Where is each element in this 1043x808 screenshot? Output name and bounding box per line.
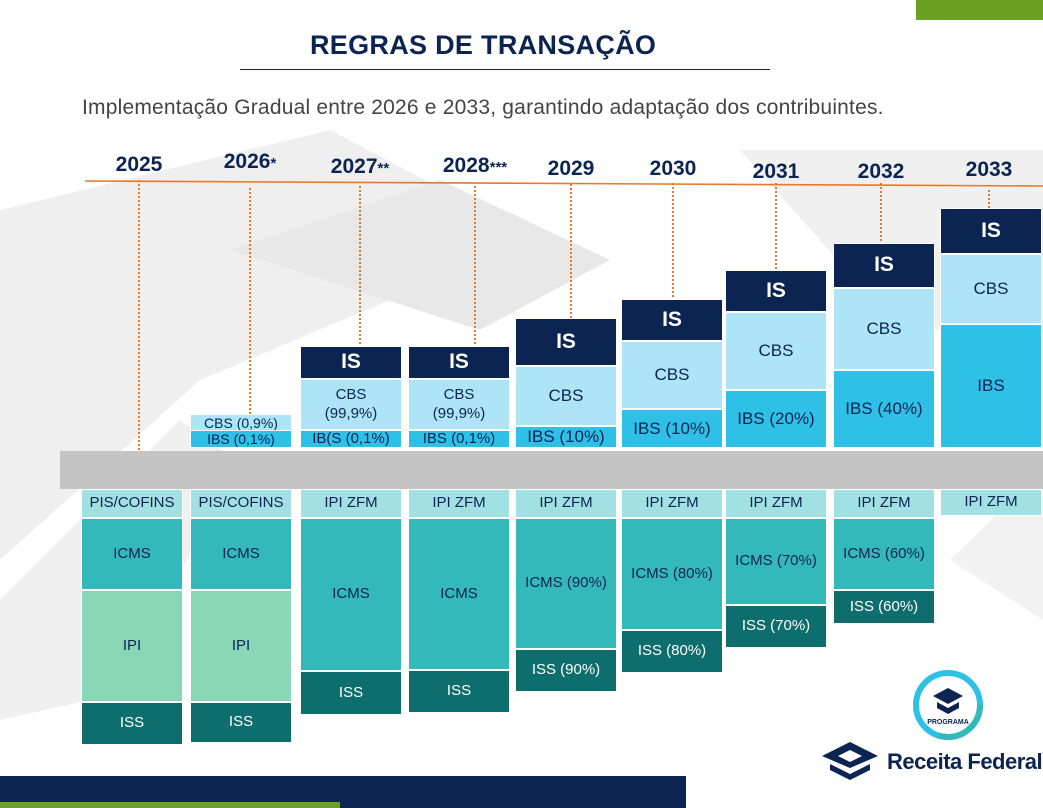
receita-federal-emblem — [822, 742, 878, 780]
timeline-axis-line — [84, 180, 1043, 187]
year-label-2027: 2027** — [331, 155, 389, 179]
program-logo: PROGRAMA — [913, 670, 983, 740]
block-pis-2025: PIS/COFINS — [81, 489, 183, 518]
block-cbs-2031: CBS — [725, 312, 827, 390]
block-is-2029: IS — [515, 318, 617, 366]
year-value: 2030 — [649, 157, 697, 180]
year-footnote-marker: * — [270, 155, 277, 172]
block-ipi-2025: IPI — [81, 590, 183, 702]
block-ibs-2027: IB(S (0,1%) — [300, 430, 402, 448]
block-ibs-2026: IBS (0,1%) — [190, 430, 292, 448]
timeline-divider-band — [60, 451, 1043, 489]
year-footnote-marker: ** — [377, 160, 390, 177]
block-is-2028: IS — [408, 346, 510, 379]
year-value: 2027 — [330, 155, 378, 178]
block-iss-2031: ISS (70%) — [725, 605, 827, 648]
year-value: 2026 — [223, 150, 271, 173]
block-is-2033: IS — [940, 208, 1042, 254]
footer-green-bar — [0, 802, 340, 808]
block-is-2030: IS — [621, 299, 723, 341]
block-ipi-2026: IPI — [190, 590, 292, 702]
block-cbs-2033: CBS — [940, 254, 1042, 324]
brand-name: Receita Federal — [887, 749, 1043, 774]
year-value: 2029 — [547, 157, 595, 180]
block-pis-2026: PIS/COFINS — [190, 489, 292, 518]
block-cbs-2030: CBS — [621, 341, 723, 409]
year-value: 2031 — [752, 160, 800, 183]
block-iss-2026: ISS — [190, 702, 292, 743]
block-cbs-2028: CBS (99,9%) — [408, 379, 510, 430]
block-ibs-2033: IBS — [940, 324, 1042, 448]
year-value: 2033 — [965, 158, 1013, 181]
block-iss-2025: ISS — [81, 702, 183, 745]
year-value: 2028 — [442, 154, 490, 177]
page-subtitle: Implementação Gradual entre 2026 e 2033,… — [82, 96, 884, 119]
block-ipizfm-2029: IPI ZFM — [515, 489, 617, 518]
block-icms-2028: ICMS — [408, 518, 510, 670]
block-ibs-2029: IBS (10%) — [515, 426, 617, 448]
year-label-2033: 2033 — [966, 158, 1013, 182]
block-ibs-2032: IBS (40%) — [833, 370, 935, 448]
block-icms-2027: ICMS — [300, 518, 402, 671]
year-label-2026: 2026* — [224, 150, 277, 174]
block-iss-2032: ISS (60%) — [833, 590, 935, 624]
block-ipizfm-2028: IPI ZFM — [408, 489, 510, 518]
block-iss-2029: ISS (90%) — [515, 649, 617, 692]
year-label-2032: 2032 — [858, 160, 905, 184]
year-label-2031: 2031 — [753, 160, 800, 184]
block-icms-2032: ICMS (60%) — [833, 518, 935, 590]
year-label-2025: 2025 — [116, 153, 163, 177]
block-cbs-2026: CBS (0,9%) — [190, 414, 292, 431]
block-ipizfm-2032: IPI ZFM — [833, 489, 935, 518]
block-iss-2028: ISS — [408, 670, 510, 713]
block-icms-2025: ICMS — [81, 518, 183, 590]
year-label-2029: 2029 — [548, 157, 595, 181]
block-ipizfm-2031: IPI ZFM — [725, 489, 827, 518]
block-ibs-2030: IBS (10%) — [621, 409, 723, 448]
block-is-2027: IS — [300, 346, 402, 379]
block-ipizfm-2033: IPI ZFM — [940, 489, 1042, 516]
block-iss-2030: ISS (80%) — [621, 630, 723, 673]
year-label-2030: 2030 — [650, 157, 697, 181]
block-ibs-2031: IBS (20%) — [725, 390, 827, 448]
block-cbs-2032: CBS — [833, 288, 935, 370]
block-cbs-2029: CBS — [515, 366, 617, 426]
year-value: 2025 — [115, 153, 163, 176]
title-underline — [240, 69, 770, 70]
block-is-2032: IS — [833, 243, 935, 288]
year-footnote-marker: *** — [489, 159, 508, 176]
block-ipizfm-2030: IPI ZFM — [621, 489, 723, 518]
block-icms-2031: ICMS (70%) — [725, 518, 827, 605]
page-title: REGRAS DE TRANSAÇÃO — [310, 30, 657, 60]
block-icms-2029: ICMS (90%) — [515, 518, 617, 649]
year-label-2028: 2028*** — [443, 154, 507, 178]
block-icms-2030: ICMS (80%) — [621, 518, 723, 630]
green-corner-accent — [916, 0, 1043, 20]
block-cbs-2027: CBS (99,9%) — [300, 379, 402, 430]
svg-text:PROGRAMA: PROGRAMA — [927, 719, 969, 726]
block-icms-2026: ICMS — [190, 518, 292, 590]
block-ipizfm-2027: IPI ZFM — [300, 489, 402, 518]
block-is-2031: IS — [725, 270, 827, 312]
block-iss-2027: ISS — [300, 671, 402, 715]
year-value: 2032 — [857, 160, 905, 183]
block-ibs-2028: IBS (0,1%) — [408, 430, 510, 448]
